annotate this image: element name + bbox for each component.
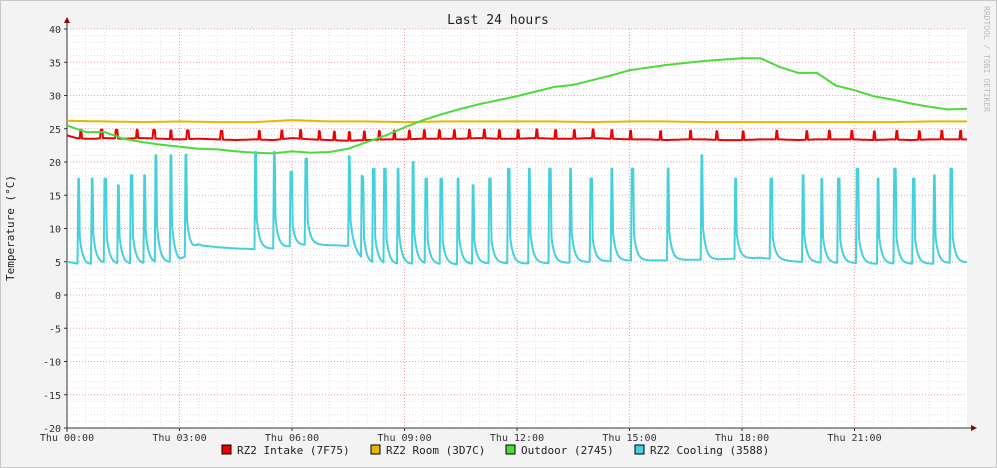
legend-swatch bbox=[505, 444, 516, 455]
y-tick-label: -20 bbox=[43, 424, 61, 435]
y-tick-label: -15 bbox=[43, 391, 61, 402]
axes: -20 -15 -10 -5 0 5 10 15 20 25 30 35 40 Thu 00:00 Thu … bbox=[40, 17, 977, 444]
x-axis-arrow bbox=[971, 425, 977, 431]
legend-item: Outdoor (2745) bbox=[505, 444, 614, 457]
legend-item: RZ2 Room (3D7C) bbox=[370, 444, 485, 457]
rrdtool-watermark: RRDTOOL / TOBI OETIKER bbox=[982, 6, 991, 112]
y-tick-label: 20 bbox=[49, 158, 61, 169]
y-tick-label: 40 bbox=[49, 25, 61, 36]
x-tick-label: Thu 03:00 bbox=[152, 433, 206, 444]
legend-swatch bbox=[370, 444, 381, 455]
x-tick-label: Thu 15:00 bbox=[602, 433, 656, 444]
y-tick-label: -10 bbox=[43, 358, 61, 369]
series-line-3 bbox=[66, 150, 968, 266]
series-line-2 bbox=[66, 57, 968, 155]
legend-label: RZ2 Cooling (3588) bbox=[650, 444, 769, 457]
legend-label: RZ2 Room (3D7C) bbox=[386, 444, 485, 457]
y-tick-label: 5 bbox=[55, 258, 61, 269]
y-tick-label: 30 bbox=[49, 92, 61, 103]
y-tick-label: -5 bbox=[49, 324, 61, 335]
y-tick-label: 0 bbox=[55, 291, 61, 302]
grid bbox=[66, 28, 967, 429]
legend-swatch bbox=[634, 444, 645, 455]
y-tick-label: 25 bbox=[49, 125, 61, 136]
x-tick-label: Thu 12:00 bbox=[490, 433, 544, 444]
y-tick-label: 15 bbox=[49, 191, 61, 202]
x-tick-label: Thu 00:00 bbox=[40, 433, 94, 444]
y-tick-label: 35 bbox=[49, 58, 61, 69]
y-tick-label: 10 bbox=[49, 225, 61, 236]
y-axis-title: Temperature (°C) bbox=[4, 175, 17, 281]
y-axis-arrow bbox=[64, 17, 70, 23]
legend-swatch bbox=[221, 444, 232, 455]
series-line-1 bbox=[66, 119, 968, 124]
x-tick-label: Thu 06:00 bbox=[265, 433, 319, 444]
legend-label: RZ2 Intake (7F75) bbox=[237, 444, 350, 457]
x-tick-label: Thu 21:00 bbox=[827, 433, 881, 444]
series-line-0 bbox=[66, 128, 968, 142]
x-tick-label: Thu 09:00 bbox=[377, 433, 431, 444]
chart-title: Last 24 hours bbox=[447, 13, 549, 28]
legend-label: Outdoor (2745) bbox=[521, 444, 614, 457]
legend-item: RZ2 Intake (7F75) bbox=[221, 444, 350, 457]
legend-item: RZ2 Cooling (3588) bbox=[634, 444, 769, 457]
legend: RZ2 Intake (7F75) RZ2 Room (3D7C) Outdoor … bbox=[221, 444, 769, 457]
series-lines bbox=[66, 57, 968, 266]
x-tick-label: Thu 18:00 bbox=[715, 433, 769, 444]
